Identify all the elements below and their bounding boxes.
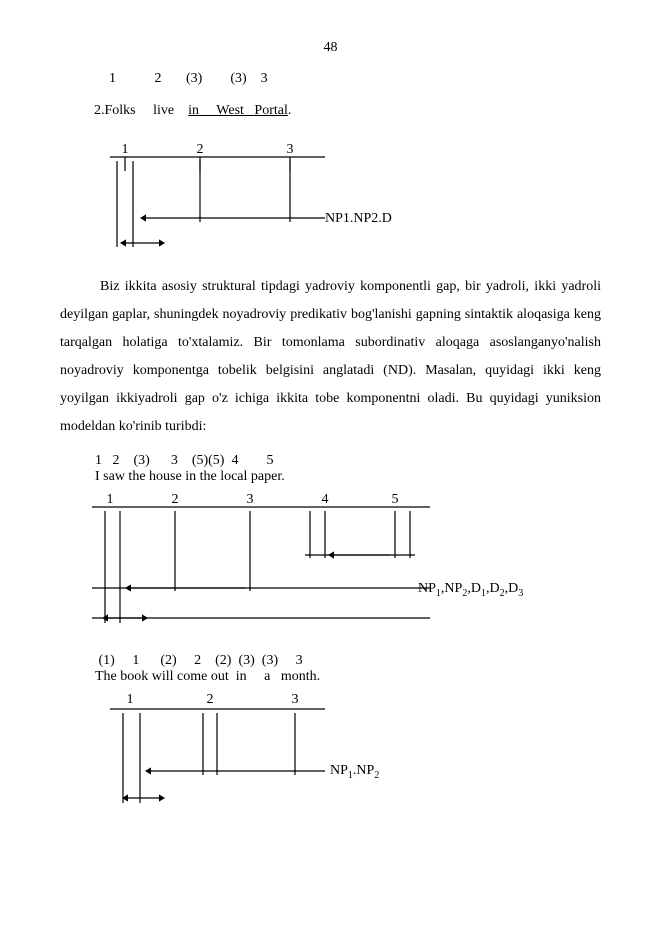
- example-3-sentence: The book will come out in a month.: [95, 669, 601, 685]
- svg-text:2: 2: [207, 693, 214, 707]
- diagram-2-label: NP1,NP2,D1,D2,D3: [418, 581, 523, 599]
- svg-text:3: 3: [287, 143, 294, 157]
- example-1-sentence-underlined: in West Portal: [188, 103, 288, 118]
- svg-text:5: 5: [392, 493, 399, 507]
- diagram-2: 12345NP1,NP2,D1,D2,D3: [80, 493, 460, 633]
- svg-text:3: 3: [247, 493, 254, 507]
- svg-text:2: 2: [172, 493, 179, 507]
- diagram-3-label: NP1.NP2: [330, 763, 379, 781]
- diagram-1-label: NP1.NP2.D: [325, 211, 392, 227]
- example-1-sentence: 2.Folks live in West Portal.: [80, 87, 601, 135]
- svg-text:1: 1: [107, 493, 114, 507]
- diagram-1: 123NP1.NP2.D: [95, 143, 355, 253]
- example-3-numbers: (1) 1 (2) 2 (2) (3) (3) 3: [95, 653, 601, 669]
- page-number: 48: [60, 40, 601, 56]
- svg-text:4: 4: [322, 493, 329, 507]
- svg-text:1: 1: [122, 143, 129, 157]
- example-1-sentence-suffix: .: [288, 103, 292, 118]
- diagram-3: 123NP1.NP2: [95, 693, 355, 813]
- svg-text:1: 1: [127, 693, 134, 707]
- example-3: (1) 1 (2) 2 (2) (3) (3) 3 The book will …: [60, 653, 601, 685]
- example-1-numbers: 1 2 (3) (3) 3: [95, 71, 601, 87]
- example-1-sentence-prefix: 2.Folks live: [94, 103, 188, 118]
- svg-text:2: 2: [197, 143, 204, 157]
- example-2-sentence: I saw the house in the local paper.: [95, 469, 601, 485]
- svg-text:3: 3: [292, 693, 299, 707]
- body-paragraph: Biz ikkita asosiy struktural tipdagi yad…: [60, 273, 601, 441]
- example-1: 1 2 (3) (3) 3 2.Folks live in West Porta…: [60, 71, 601, 135]
- example-2: 1 2 (3) 3 (5)(5) 4 5 I saw the house in …: [60, 453, 601, 485]
- example-2-numbers: 1 2 (3) 3 (5)(5) 4 5: [95, 453, 601, 469]
